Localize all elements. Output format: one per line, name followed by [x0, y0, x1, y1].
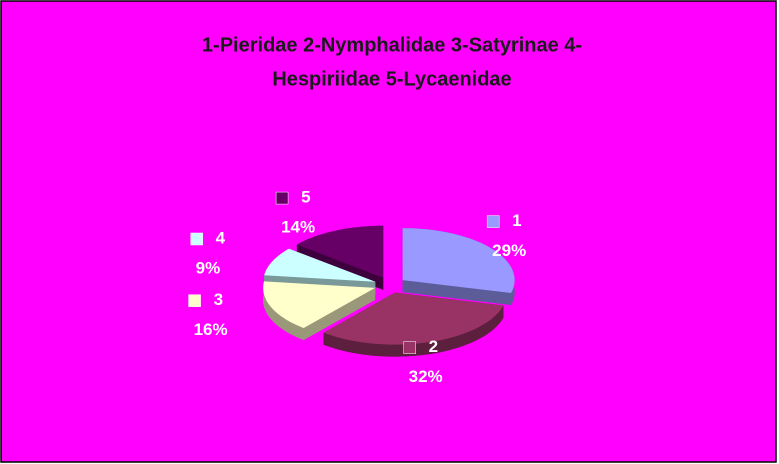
value-label: 16% — [194, 320, 228, 339]
category-label: 4 — [216, 228, 226, 247]
slice-wall — [402, 280, 512, 305]
pie-slice — [264, 248, 376, 282]
category-label: 2 — [429, 337, 438, 356]
value-label: 9% — [196, 258, 221, 277]
category-label: 3 — [214, 290, 223, 309]
value-label: 32% — [409, 367, 443, 386]
pie-slice — [402, 228, 515, 293]
value-label: 14% — [281, 218, 315, 237]
slice-wall — [303, 287, 376, 340]
pie-slice — [263, 281, 376, 328]
slice-wall — [263, 281, 304, 340]
legend-swatch — [403, 341, 416, 354]
category-label: 1 — [512, 211, 521, 230]
legend-swatch — [188, 294, 201, 307]
legend-swatch — [275, 191, 289, 205]
pie-slice — [296, 225, 384, 278]
value-label: 29% — [492, 241, 526, 260]
slice-wall — [323, 305, 504, 357]
legend-swatch — [486, 215, 500, 228]
legend-swatch — [190, 232, 203, 246]
category-label: 5 — [301, 188, 310, 207]
pie-slice — [323, 292, 504, 345]
chart-title: 1-Pieridae 2-Nymphalidae 3-Satyrinae 4- — [202, 34, 582, 56]
chart-title: Hespiriidae 5-Lycaenidae — [272, 68, 511, 90]
